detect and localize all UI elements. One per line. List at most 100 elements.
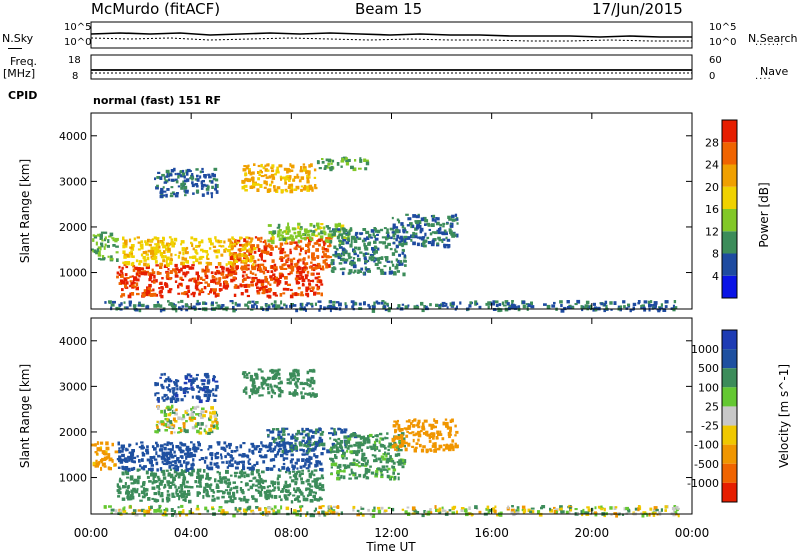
range-gate-cell xyxy=(170,192,173,195)
range-gate-cell xyxy=(114,450,119,454)
range-gate-cell xyxy=(318,167,322,170)
range-gate-cell xyxy=(167,448,171,451)
range-gate-cell xyxy=(128,251,133,256)
range-gate-cell xyxy=(167,423,171,427)
range-gate-cell xyxy=(396,419,399,423)
range-gate-cell xyxy=(171,513,174,517)
range-gate-cell xyxy=(256,291,261,295)
range-gate-cell xyxy=(507,505,510,509)
range-gate-cell xyxy=(308,473,313,476)
range-gate-cell xyxy=(282,292,286,295)
range-gate-cell xyxy=(332,450,336,453)
range-gate-cell xyxy=(329,308,332,313)
range-gate-cell xyxy=(248,462,252,465)
range-gate-cell xyxy=(360,457,365,461)
range-gate-cell xyxy=(149,275,153,280)
range-gate-cell xyxy=(212,375,216,379)
range-gate-cell xyxy=(278,229,282,232)
range-gate-cell xyxy=(353,269,357,273)
range-gate-cell xyxy=(109,257,114,261)
range-gate-cell xyxy=(338,442,342,445)
range-gate-cell xyxy=(257,481,262,486)
range-gate-cell xyxy=(331,432,335,436)
range-gate-cell xyxy=(454,424,457,428)
range-gate-cell xyxy=(185,247,188,250)
range-gate-cell xyxy=(392,272,397,276)
range-gate-cell xyxy=(265,467,270,471)
range-gate-cell xyxy=(380,473,384,476)
range-gate-cell xyxy=(436,229,441,233)
range-gate-cell xyxy=(423,244,427,248)
range-gate-cell xyxy=(294,472,297,476)
range-gate-cell xyxy=(425,305,428,309)
range-gate-cell xyxy=(255,183,260,186)
range-gate-cell xyxy=(165,513,168,517)
range-gate-cell xyxy=(267,305,271,309)
range-gate-cell xyxy=(244,510,247,515)
range-gate-cell xyxy=(209,411,212,415)
range-gate-cell xyxy=(224,489,229,492)
range-gate-cell xyxy=(178,431,182,434)
range-gate-cell xyxy=(245,373,249,377)
range-gate-cell xyxy=(123,245,128,248)
range-gate-cell xyxy=(251,255,255,260)
range-gate-cell xyxy=(273,481,277,484)
range-gate-cell xyxy=(276,166,279,171)
range-gate-cell xyxy=(429,303,432,307)
range-gate-cell xyxy=(118,273,121,276)
range-gate-cell xyxy=(392,242,396,245)
range-gate-cell xyxy=(530,301,533,305)
range-gate-cell xyxy=(439,223,442,227)
range-gate-cell xyxy=(202,249,206,253)
range-gate-cell xyxy=(225,482,230,485)
range-gate-cell xyxy=(335,446,339,451)
range-gate-cell xyxy=(172,479,175,483)
range-gate-cell xyxy=(671,507,676,511)
range-gate-cell xyxy=(210,406,214,410)
range-gate-cell xyxy=(385,257,388,262)
range-gate-cell xyxy=(418,225,422,229)
range-gate-cell xyxy=(165,378,168,381)
range-gate-cell xyxy=(429,232,433,236)
range-gate-cell xyxy=(648,307,651,312)
range-gate-cell xyxy=(348,229,352,232)
range-gate-cell xyxy=(283,167,287,171)
range-gate-cell xyxy=(165,469,169,472)
range-gate-cell xyxy=(272,447,276,451)
range-gate-cell xyxy=(204,302,208,305)
range-gate-cell xyxy=(320,237,324,242)
range-gate-cell xyxy=(373,506,376,511)
range-gate-cell xyxy=(130,262,134,266)
range-gate-cell xyxy=(222,245,224,248)
range-gate-cell xyxy=(368,256,373,260)
range-gate-cell xyxy=(165,386,169,389)
range-gate-cell xyxy=(356,254,360,258)
range-gate-cell xyxy=(313,168,317,172)
range-gate-cell xyxy=(376,301,381,305)
range-gate-cell xyxy=(254,273,257,277)
range-gate-cell xyxy=(369,445,373,449)
range-gate-cell xyxy=(299,465,303,469)
range-gate-cell xyxy=(363,473,367,477)
range-gate-cell xyxy=(295,437,299,441)
range-gate-cell xyxy=(297,470,301,473)
range-gate-cell xyxy=(408,419,411,423)
range-gate-cell xyxy=(245,391,248,395)
range-gate-cell xyxy=(427,241,432,245)
range-gate-cell xyxy=(176,458,180,462)
range-gate-cell xyxy=(234,506,237,511)
range-gate-cell xyxy=(286,230,290,234)
freq-unit-label: [MHz] xyxy=(3,67,36,80)
range-gate-cell xyxy=(310,435,315,439)
range-gate-cell xyxy=(171,242,175,246)
range-gate-cell xyxy=(614,506,618,509)
range-gate-cell xyxy=(174,485,177,489)
range-gate-cell xyxy=(290,258,293,262)
range-gate-cell xyxy=(379,460,383,464)
range-gate-cell xyxy=(392,234,396,237)
range-gate-cell xyxy=(164,429,168,432)
range-gate-cell xyxy=(146,290,150,295)
range-gate-cell xyxy=(260,249,265,253)
range-gate-cell xyxy=(273,304,277,308)
range-gate-cell xyxy=(203,460,207,464)
